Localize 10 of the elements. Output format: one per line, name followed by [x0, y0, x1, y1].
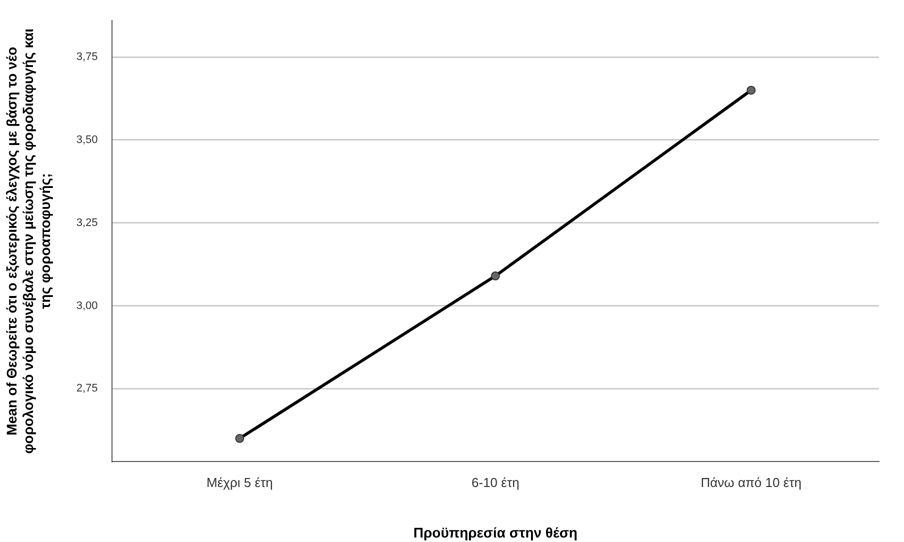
- y-tick-label: 2,75: [76, 382, 98, 395]
- x-axis-title: Προϋπηρεσία στην θέση: [413, 524, 578, 540]
- y-tick-label: 3,50: [76, 134, 98, 146]
- x-tick-label: 6-10 έτη: [472, 474, 520, 490]
- x-tick-label: Μέχρι 5 έτη: [206, 474, 273, 490]
- y-tick-label: 3,25: [76, 216, 98, 229]
- x-tick-label: Πάνω από 10 έτη: [700, 474, 802, 490]
- y-tick-label: 3,00: [76, 300, 98, 312]
- y-axis-title: Mean of Θεωρείτε ότι ο εξωτερικός έλεγχος με βάση το νέο φορολογικό νόμο συνέβαλε στην μείωση της φοροδιαφυγής και της φοροαποφυγής;: [3, 28, 53, 454]
- y-tick-label: 3,75: [76, 51, 98, 64]
